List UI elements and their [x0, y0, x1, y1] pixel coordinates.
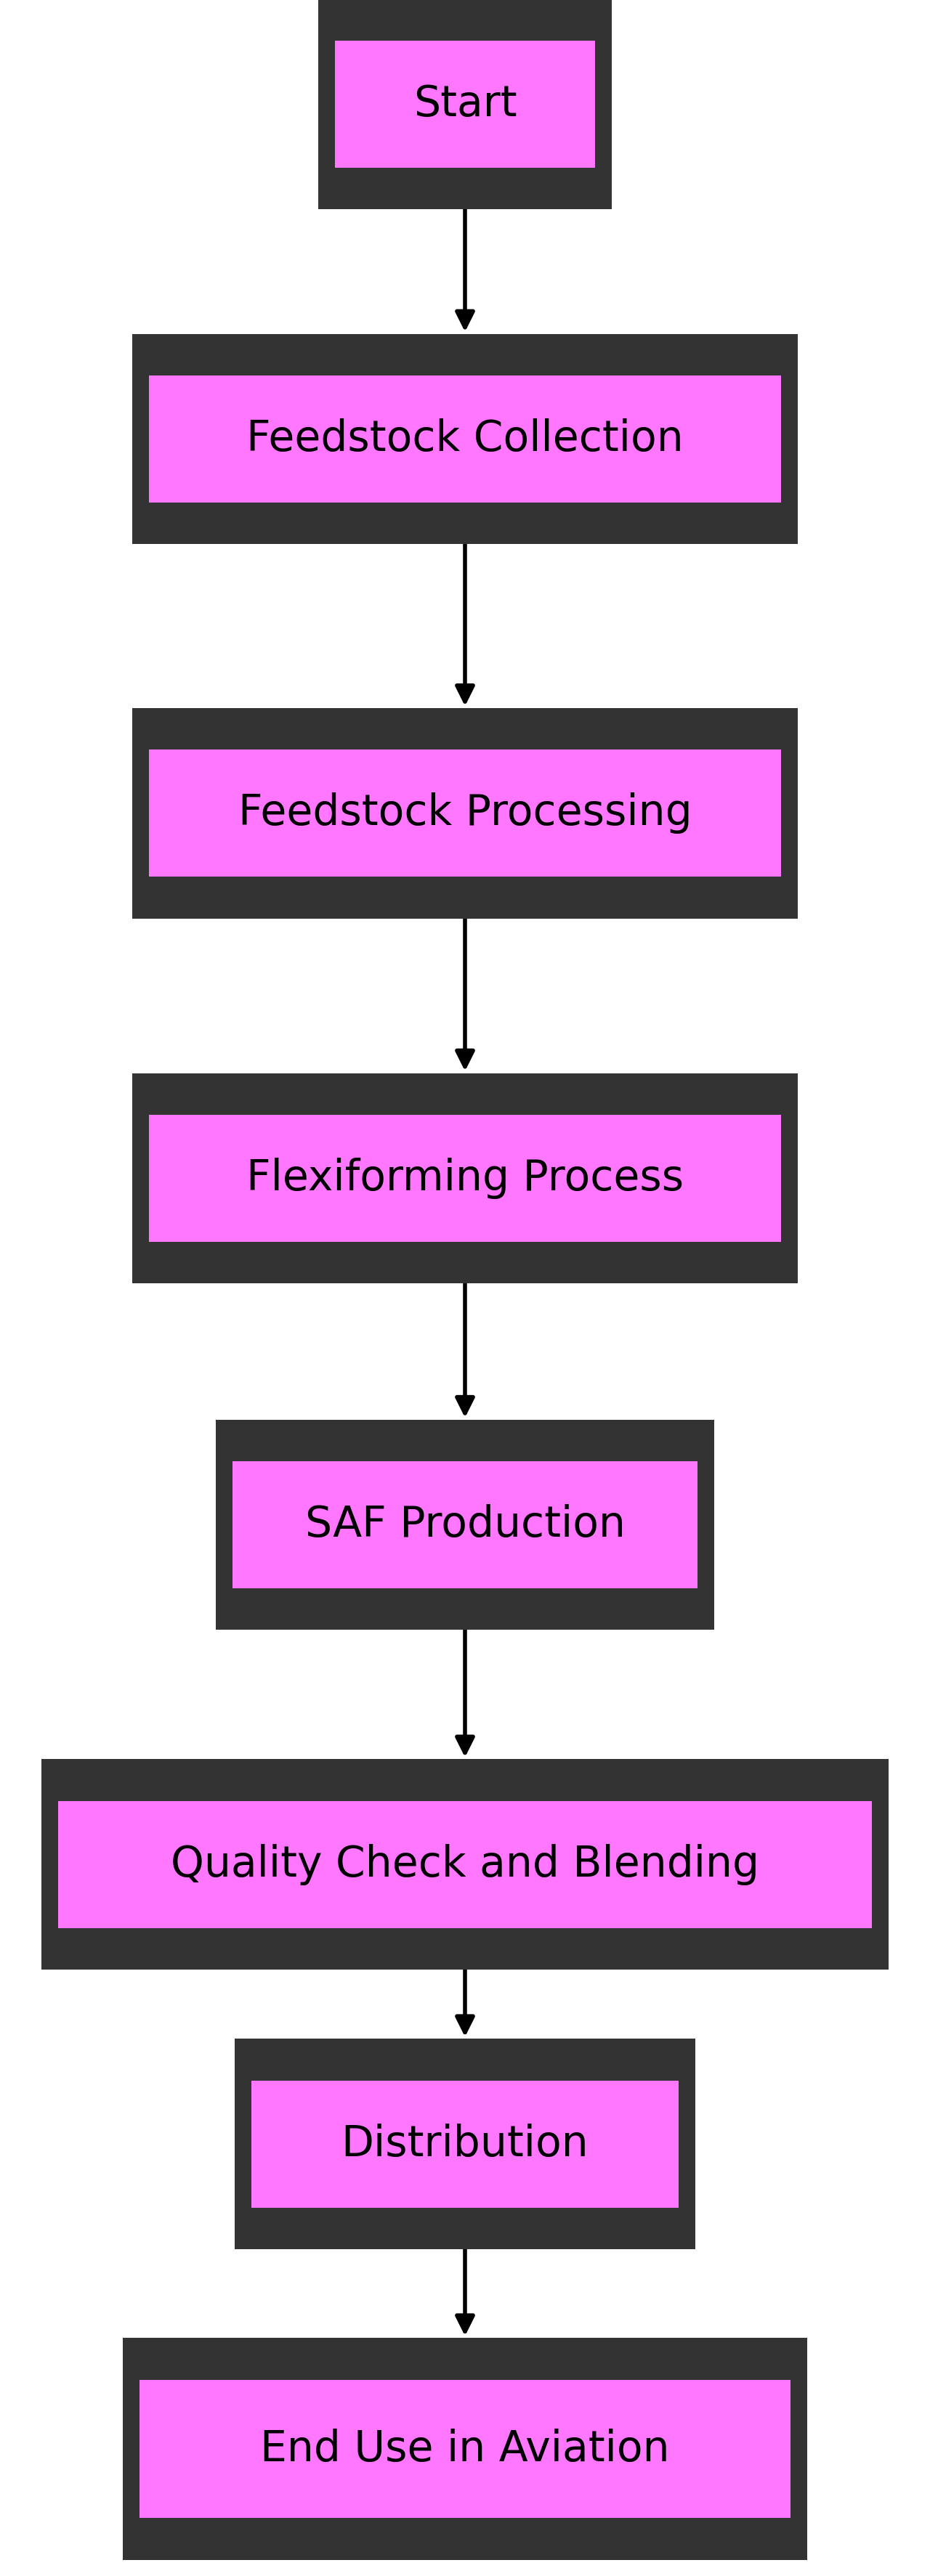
- Text: Feedstock Collection: Feedstock Collection: [246, 417, 684, 459]
- Text: Distribution: Distribution: [341, 2123, 589, 2164]
- Text: Quality Check and Blending: Quality Check and Blending: [171, 1844, 759, 1886]
- Text: Flexiforming Process: Flexiforming Process: [246, 1157, 684, 1198]
- FancyBboxPatch shape: [132, 708, 798, 920]
- FancyBboxPatch shape: [234, 2038, 696, 2249]
- FancyBboxPatch shape: [318, 0, 612, 209]
- FancyBboxPatch shape: [123, 2339, 807, 2561]
- FancyBboxPatch shape: [132, 335, 798, 544]
- Text: Start: Start: [413, 82, 517, 124]
- FancyBboxPatch shape: [149, 376, 781, 502]
- FancyBboxPatch shape: [216, 1419, 714, 1631]
- FancyBboxPatch shape: [335, 41, 595, 167]
- Text: End Use in Aviation: End Use in Aviation: [260, 2429, 670, 2470]
- FancyBboxPatch shape: [251, 2081, 679, 2208]
- Text: SAF Production: SAF Production: [305, 1504, 625, 1546]
- FancyBboxPatch shape: [58, 1801, 872, 1927]
- FancyBboxPatch shape: [41, 1759, 889, 1971]
- Text: Feedstock Processing: Feedstock Processing: [238, 793, 692, 835]
- FancyBboxPatch shape: [232, 1461, 698, 1589]
- FancyBboxPatch shape: [149, 1115, 781, 1242]
- FancyBboxPatch shape: [149, 750, 781, 876]
- FancyBboxPatch shape: [140, 2380, 790, 2519]
- FancyBboxPatch shape: [132, 1074, 798, 1283]
